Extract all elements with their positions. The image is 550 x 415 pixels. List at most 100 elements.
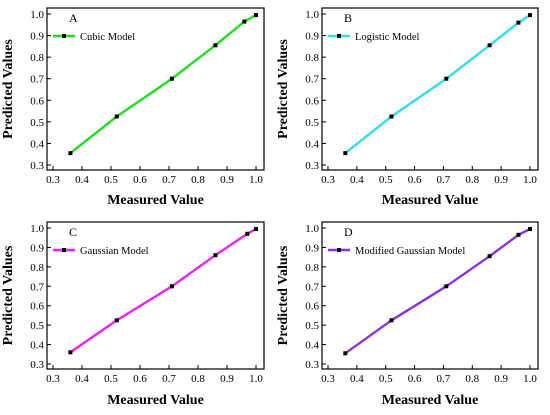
data-point xyxy=(444,284,449,289)
data-point xyxy=(254,226,258,231)
data-point xyxy=(444,76,449,81)
y-tick-label: 0.4 xyxy=(30,340,44,352)
panel-label: A xyxy=(69,11,78,25)
x-tick-label: 0.7 xyxy=(437,174,451,186)
data-point xyxy=(68,350,73,355)
x-tick-label: 0.6 xyxy=(408,373,422,385)
y-tick-label: 0.3 xyxy=(30,359,44,371)
y-tick-label: 0.5 xyxy=(30,320,44,332)
x-tick-label: 1.0 xyxy=(249,373,263,385)
chart-panel-c: 0.3 0.4 0.5 0.6 0.7 0.8 0.9 1.0 0.3 0.4 0.5 0.6 0.7 0… xyxy=(1,221,265,408)
y-tick-label: 1.0 xyxy=(305,223,319,235)
x-tick-label: 0.8 xyxy=(465,174,479,186)
legend-entry: Logistic Model xyxy=(355,32,420,43)
y-axis-title: Predicted Values xyxy=(1,39,16,139)
x-tick-label: 0.8 xyxy=(191,174,205,186)
x-tick-label: 0.9 xyxy=(494,174,508,186)
data-point xyxy=(68,151,73,156)
y-tick-label: 0.4 xyxy=(30,138,44,150)
x-tick-label: 0.3 xyxy=(321,373,335,385)
data-point xyxy=(389,318,394,323)
x-tick-label: 0.4 xyxy=(350,174,364,186)
y-tick-label: 0.4 xyxy=(305,138,319,150)
y-tick-label: 0.7 xyxy=(30,74,44,86)
x-tick-label: 0.8 xyxy=(465,373,479,385)
x-tick-label: 0.5 xyxy=(379,174,393,186)
y-tick-label: 0.7 xyxy=(305,281,319,293)
x-tick-label: 0.8 xyxy=(191,373,205,385)
x-tick-label: 0.5 xyxy=(379,373,393,385)
plot-frame xyxy=(46,7,265,171)
y-tick-label: 0.6 xyxy=(305,301,319,313)
y-tick-label: 0.3 xyxy=(30,160,44,172)
x-tick-label: 0.9 xyxy=(220,373,234,385)
legend-entry: Cubic Model xyxy=(80,32,135,43)
data-point xyxy=(343,151,348,156)
data-point xyxy=(245,231,250,236)
y-tick-label: 0.9 xyxy=(305,242,319,254)
y-tick-label: 0.8 xyxy=(30,262,44,274)
y-tick-label: 0.3 xyxy=(305,359,319,371)
x-tick-label: 0.5 xyxy=(104,174,118,186)
data-point xyxy=(389,114,394,119)
y-axis-title: Predicted Values xyxy=(276,39,291,139)
x-axis-title: Measured Value xyxy=(107,193,204,208)
data-point xyxy=(114,318,119,323)
legend-marker xyxy=(62,248,66,252)
x-tick-label: 0.4 xyxy=(75,373,89,385)
data-point xyxy=(343,351,348,356)
y-axis-title: Predicted Values xyxy=(276,245,291,345)
x-axis-title: Measured Value xyxy=(382,193,479,208)
data-point xyxy=(213,43,218,48)
y-tick-label: 0.3 xyxy=(305,160,319,172)
y-tick-label: 0.4 xyxy=(305,340,319,352)
data-point xyxy=(487,43,492,48)
chart-panel-a: 0.3 0.4 0.5 0.6 0.7 0.8 0.9 1.0 0.3 0.4 0.5 0.6 0.7 0… xyxy=(1,7,265,208)
y-tick-label: 0.7 xyxy=(30,281,44,293)
data-point xyxy=(213,253,218,258)
x-tick-label: 0.9 xyxy=(220,174,234,186)
x-tick-label: 0.4 xyxy=(350,373,364,385)
panel-label: B xyxy=(344,11,352,25)
x-tick-label: 1.0 xyxy=(523,373,537,385)
legend-marker xyxy=(337,248,341,252)
chart-panel-b: 0.3 0.4 0.5 0.6 0.7 0.8 0.9 1.0 0.3 0.4 0.5 0.6 0.7 0… xyxy=(276,7,539,208)
data-point xyxy=(528,13,532,18)
y-tick-label: 1.0 xyxy=(30,223,44,235)
y-tick-label: 0.9 xyxy=(30,31,44,43)
data-point xyxy=(516,232,521,237)
y-tick-label: 0.7 xyxy=(305,74,319,86)
y-tick-label: 1.0 xyxy=(30,9,44,21)
y-tick-label: 0.8 xyxy=(305,262,319,274)
y-tick-label: 0.5 xyxy=(305,117,319,129)
x-tick-label: 0.5 xyxy=(104,373,118,385)
data-point xyxy=(516,20,521,25)
y-tick-label: 0.9 xyxy=(30,242,44,254)
data-point xyxy=(169,76,174,81)
plot-frame xyxy=(46,221,265,370)
x-tick-label: 0.7 xyxy=(162,174,176,186)
x-tick-label: 0.3 xyxy=(321,174,335,186)
y-tick-label: 0.6 xyxy=(30,301,44,313)
legend-entry: Modified Gaussian Model xyxy=(355,246,465,257)
y-tick-label: 0.8 xyxy=(305,52,319,64)
x-tick-label: 0.9 xyxy=(494,373,508,385)
y-axis-title: Predicted Values xyxy=(1,245,16,345)
x-tick-label: 0.3 xyxy=(46,174,60,186)
x-tick-label: 0.6 xyxy=(408,174,422,186)
x-axis-title: Measured Value xyxy=(107,393,204,408)
plot-frame xyxy=(321,7,539,171)
y-tick-label: 0.6 xyxy=(305,95,319,107)
x-tick-label: 0.7 xyxy=(162,373,176,385)
x-tick-label: 0.4 xyxy=(75,174,89,186)
data-point xyxy=(254,13,258,18)
x-tick-label: 0.6 xyxy=(133,373,147,385)
y-tick-label: 0.5 xyxy=(305,320,319,332)
y-tick-label: 0.5 xyxy=(30,117,44,129)
legend-entry: Gaussian Model xyxy=(80,246,149,257)
legend-marker xyxy=(337,34,341,38)
data-point xyxy=(169,284,174,289)
y-tick-label: 1.0 xyxy=(305,9,319,21)
